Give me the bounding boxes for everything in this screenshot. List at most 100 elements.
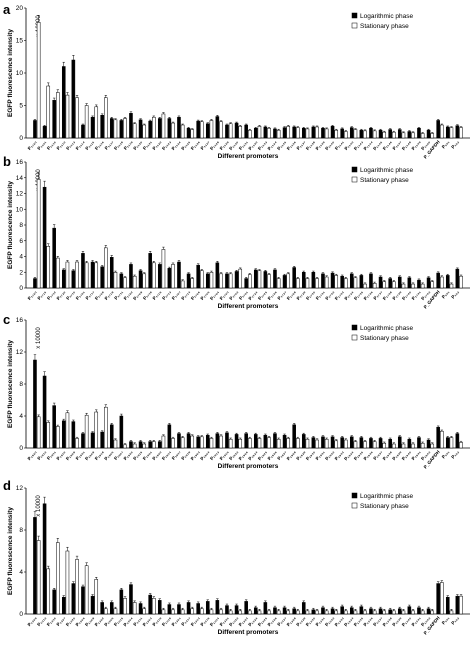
bar-logarithmic bbox=[282, 434, 287, 449]
bar-logarithmic bbox=[378, 276, 383, 289]
bar-logarithmic bbox=[436, 272, 440, 289]
x-tick-label: P₁₇₂₃ bbox=[27, 139, 38, 151]
bar-logarithmic bbox=[253, 434, 258, 449]
x-tick-label: P₁₁₁₆ bbox=[94, 139, 105, 151]
x-tick-label: P₁₃₂₁ bbox=[219, 615, 230, 627]
bar-stationary bbox=[142, 273, 147, 289]
bar-stationary bbox=[75, 261, 79, 289]
x-tick-label: P₁₁₂₆ bbox=[190, 139, 201, 151]
bar-stationary bbox=[363, 610, 367, 615]
bar-stationary bbox=[46, 246, 51, 289]
x-tick-label: P₁₁₃₄ bbox=[267, 139, 278, 151]
bar-logarithmic bbox=[42, 126, 47, 139]
x-tick-label: P₁₉₄₂ bbox=[420, 449, 431, 461]
x-tick-label: P₁₉₀₈ bbox=[84, 449, 95, 461]
bar-stationary bbox=[161, 249, 166, 289]
bar-logarithmic bbox=[119, 589, 124, 615]
x-tick-label: P₁₇₁₉ bbox=[142, 289, 153, 300]
bar-logarithmic bbox=[138, 119, 143, 139]
bar-stationary bbox=[420, 442, 425, 449]
bar-stationary bbox=[113, 439, 118, 449]
bar-logarithmic bbox=[263, 434, 268, 449]
x-tick-label: P₁₉₁₄ bbox=[161, 449, 172, 461]
x-tick-label: P₁₃₄₂ bbox=[420, 615, 431, 627]
legend-swatch-stationary bbox=[351, 22, 358, 29]
y-axis-title: EGFP fluorescence intensity bbox=[7, 340, 14, 428]
bar-stationary bbox=[296, 438, 300, 449]
bar-stationary bbox=[305, 438, 310, 449]
y-tick-label: 10 bbox=[16, 206, 24, 213]
bar-stationary bbox=[459, 442, 463, 449]
bar-logarithmic bbox=[349, 127, 354, 139]
bar-stationary bbox=[228, 273, 233, 289]
bar-stationary bbox=[56, 542, 60, 615]
bar-stationary bbox=[430, 443, 435, 449]
bar-logarithmic bbox=[81, 253, 85, 289]
bar-logarithmic bbox=[148, 120, 152, 139]
bar-logarithmic bbox=[292, 267, 296, 289]
bar-stationary bbox=[286, 273, 291, 289]
x-tick-label: P₁₇₃₉ bbox=[391, 289, 402, 301]
bar-logarithmic bbox=[426, 439, 431, 449]
x-tick-label: P₁₇₁₅ bbox=[36, 289, 47, 300]
bar-logarithmic bbox=[52, 227, 56, 289]
bar-stationary bbox=[123, 277, 127, 289]
bar-logarithmic bbox=[282, 607, 287, 615]
bar-stationary bbox=[382, 610, 387, 615]
x-tick-label: P₁₉₂₄ bbox=[247, 449, 258, 461]
bar-logarithmic bbox=[369, 128, 373, 139]
bar-stationary bbox=[353, 610, 358, 615]
x-tick-label: P₁₃₃₅ bbox=[353, 615, 364, 627]
x-tick-label: P₁₃₀₂ bbox=[94, 615, 105, 627]
x-tick-label: P₁₉₂₂ bbox=[228, 449, 239, 461]
y-tick-label: 0 bbox=[19, 285, 23, 292]
bar-stationary bbox=[36, 22, 41, 139]
bar-logarithmic bbox=[167, 268, 172, 289]
x-tick-label: P₁₁₄₅ bbox=[372, 139, 383, 151]
x-tick-label: P₁₃₂₃ bbox=[238, 615, 249, 627]
x-tick-label: P₁₁₄₇ bbox=[392, 139, 403, 151]
bar-logarithmic bbox=[225, 605, 229, 615]
bar-stationary bbox=[305, 128, 310, 139]
bar-stationary bbox=[190, 435, 195, 449]
x-tick-label: P₁₉₃₉ bbox=[391, 449, 402, 461]
x-tick-label: P₁₉₄₁ bbox=[411, 449, 422, 461]
bar-logarithmic bbox=[445, 596, 450, 615]
bar-stationary bbox=[94, 579, 99, 615]
bar-stationary bbox=[296, 127, 300, 139]
bar-logarithmic bbox=[100, 115, 104, 139]
bar-logarithmic bbox=[321, 607, 325, 615]
bar-stationary bbox=[132, 275, 137, 289]
bar-stationary bbox=[46, 422, 51, 449]
bar-logarithmic bbox=[33, 120, 37, 139]
x-tick-label: P₁₇₃₇ bbox=[372, 289, 383, 301]
bar-stationary bbox=[324, 610, 329, 615]
x-tick-label: P₁₁₂₅ bbox=[180, 139, 191, 151]
x-tick-label: P₁₁₂₁ bbox=[142, 139, 153, 151]
x-tick-label: P₁₉₂₆ bbox=[267, 449, 278, 461]
bar-logarithmic bbox=[340, 275, 344, 289]
bar-logarithmic bbox=[273, 128, 277, 139]
x-tick-label: P₁₃₃₃ bbox=[334, 615, 345, 627]
bar-logarithmic bbox=[311, 437, 316, 449]
x-tick-label: P₁₉₄₀ bbox=[401, 449, 412, 461]
x-tick-label: P₁₉₀₁ bbox=[142, 449, 153, 461]
x-tick-label: P₁₇₄₁ bbox=[411, 289, 422, 301]
x-tick-label: P₁₃₁₄ bbox=[209, 615, 220, 627]
x-tick-label: P₁₁₂₈ bbox=[209, 139, 220, 151]
bar-stationary bbox=[315, 439, 319, 449]
y-tick-label: 2 bbox=[19, 269, 23, 276]
bar-stationary bbox=[190, 129, 195, 139]
y-tick-label: 12 bbox=[16, 191, 24, 198]
bar-stationary bbox=[267, 437, 271, 449]
bar-stationary bbox=[334, 440, 339, 449]
bar-stationary bbox=[84, 414, 89, 449]
x-tick-label: P₁₁₁₀ bbox=[46, 139, 57, 151]
bar-stationary bbox=[152, 441, 156, 449]
x-tick-label: P₁₇₂₄ bbox=[247, 289, 258, 301]
y-tick-label: 16 bbox=[16, 159, 24, 166]
bar-stationary bbox=[248, 438, 252, 449]
x-tick-label: P₁₁₄₈ bbox=[401, 139, 412, 151]
panel-letter: c bbox=[3, 312, 10, 327]
bar-stationary bbox=[372, 610, 377, 615]
